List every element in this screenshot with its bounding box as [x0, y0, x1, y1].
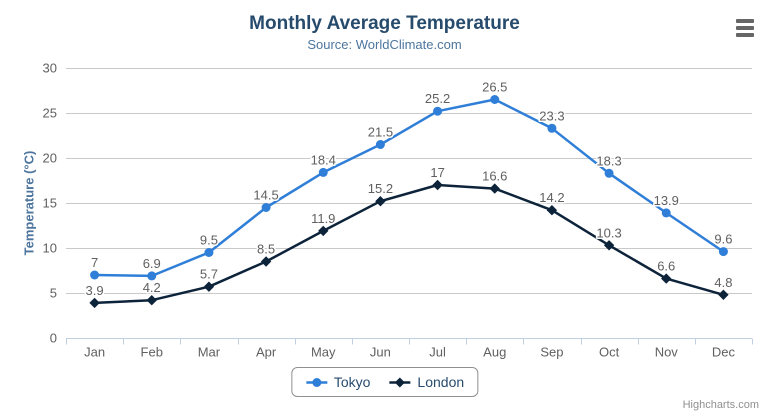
x-axis-label: Mar	[198, 345, 221, 360]
data-label-london-jul: 17	[430, 165, 444, 180]
data-label-tokyo-jul: 25.2	[425, 91, 450, 106]
y-axis-label: 0	[50, 331, 57, 346]
legend-label-tokyo: Tokyo	[333, 374, 371, 390]
highcharts-credits-link[interactable]: Highcharts.com	[682, 399, 759, 411]
data-label-london-oct: 10.3	[596, 225, 621, 240]
hamburger-icon	[735, 33, 754, 37]
data-label-tokyo-aug: 26.5	[482, 80, 507, 95]
x-axis-label: Jan	[84, 345, 105, 360]
hamburger-icon	[735, 26, 754, 30]
x-axis-label: Nov	[655, 345, 679, 360]
y-axis-label: 30	[43, 61, 57, 76]
chart-subtitle: Source: WorldClimate.com	[307, 37, 462, 52]
data-point-london-mar[interactable]	[203, 281, 215, 292]
legend: Tokyo London	[290, 367, 479, 397]
data-label-london-aug: 16.6	[482, 169, 507, 184]
data-point-tokyo-jan[interactable]	[90, 270, 100, 280]
y-axis-label: 15	[43, 196, 57, 211]
data-label-tokyo-jan: 7	[91, 255, 98, 270]
y-axis-label: 5	[50, 286, 57, 301]
x-axis-label: Apr	[256, 345, 277, 360]
data-point-london-jun[interactable]	[375, 196, 386, 207]
data-point-london-apr[interactable]	[260, 256, 272, 267]
x-axis-label: May	[311, 345, 336, 360]
x-axis-label: Jun	[370, 345, 391, 360]
data-label-tokyo-feb: 6.9	[143, 256, 161, 271]
series-line-tokyo	[93, 98, 725, 278]
data-point-london-oct[interactable]	[603, 240, 615, 251]
data-point-london-sep[interactable]	[546, 205, 558, 216]
data-label-london-jun: 15.2	[368, 181, 393, 196]
x-axis-label: Jul	[429, 345, 446, 360]
data-label-london-nov: 6.6	[657, 259, 675, 274]
data-label-tokyo-mar: 9.5	[200, 233, 218, 248]
x-axis-label: Dec	[712, 345, 736, 360]
x-axis-label: Aug	[483, 345, 506, 360]
data-label-london-apr: 8.5	[257, 242, 275, 257]
data-point-london-jan[interactable]	[89, 297, 100, 309]
data-point-tokyo-mar[interactable]	[204, 248, 214, 257]
data-point-london-nov[interactable]	[661, 273, 672, 284]
data-label-tokyo-oct: 18.3	[596, 153, 621, 168]
data-point-london-may[interactable]	[318, 225, 329, 237]
data-point-tokyo-apr[interactable]	[261, 203, 271, 212]
data-label-london-sep: 14.2	[539, 190, 564, 205]
data-label-london-mar: 5.7	[200, 267, 218, 282]
data-point-tokyo-oct[interactable]	[604, 168, 614, 178]
data-point-tokyo-jun[interactable]	[375, 140, 385, 149]
y-axis-label: 20	[43, 151, 57, 166]
data-label-tokyo-jun: 21.5	[368, 125, 393, 140]
export-menu-button[interactable]	[731, 15, 758, 41]
data-point-london-jul[interactable]	[432, 179, 443, 191]
data-point-london-aug[interactable]	[489, 183, 500, 194]
y-axis-label: 10	[43, 241, 57, 256]
legend-label-london: London	[417, 374, 465, 390]
data-point-london-feb[interactable]	[146, 295, 157, 306]
data-point-tokyo-jul[interactable]	[433, 106, 443, 116]
chart-title: Monthly Average Temperature	[249, 13, 520, 34]
x-axis-label: Sep	[540, 345, 563, 360]
data-label-tokyo-dec: 9.6	[714, 232, 732, 247]
hamburger-icon	[735, 19, 754, 23]
data-label-tokyo-nov: 13.9	[654, 193, 679, 208]
legend-item-tokyo[interactable]: Tokyo	[305, 374, 371, 390]
series-line-london	[93, 183, 725, 305]
data-label-london-may: 11.9	[311, 211, 335, 226]
data-point-tokyo-dec[interactable]	[718, 247, 728, 257]
data-label-tokyo-apr: 14.5	[253, 188, 278, 203]
data-point-london-dec[interactable]	[718, 289, 729, 300]
data-point-tokyo-sep[interactable]	[547, 123, 557, 133]
data-point-tokyo-may[interactable]	[318, 167, 328, 177]
data-label-london-feb: 4.2	[143, 280, 161, 295]
data-point-tokyo-aug[interactable]	[490, 95, 500, 104]
x-axis-label: Oct	[599, 345, 620, 360]
london-line-marker-icon	[389, 377, 411, 387]
data-point-tokyo-nov[interactable]	[661, 208, 671, 218]
data-label-london-jan: 3.9	[86, 283, 104, 298]
data-label-tokyo-sep: 23.3	[539, 108, 564, 123]
data-label-tokyo-may: 18.4	[311, 152, 336, 167]
x-axis-label: Feb	[141, 345, 163, 360]
tokyo-line-marker-icon	[305, 377, 327, 387]
legend-item-london[interactable]: London	[388, 374, 464, 390]
data-label-london-dec: 4.8	[714, 275, 732, 290]
y-axis-label: 25	[43, 106, 57, 121]
data-point-tokyo-feb[interactable]	[147, 271, 157, 281]
